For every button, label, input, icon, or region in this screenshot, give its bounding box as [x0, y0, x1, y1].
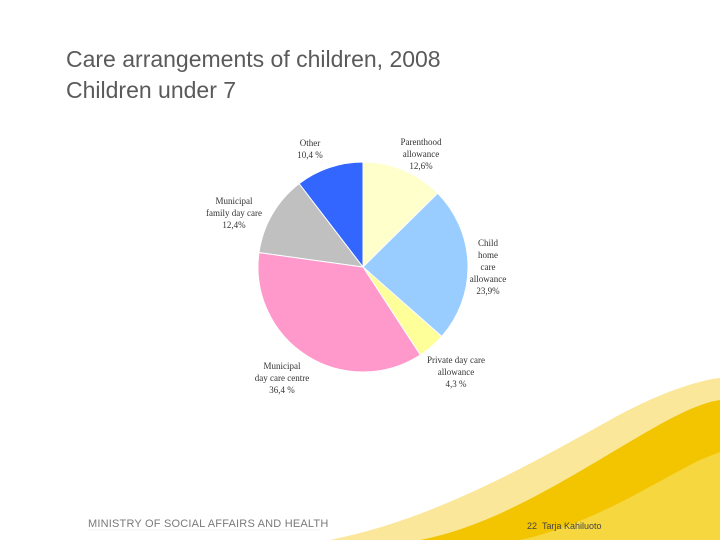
pie-label-line: allowance	[403, 149, 439, 159]
pie-label-municipal-family-day-care: Municipal family day care 12,4%	[206, 196, 262, 230]
pie-label-line: 10,4 %	[297, 150, 323, 160]
pie-label-line: 12,4%	[222, 220, 246, 230]
pie-slice-municipal-family-day-care	[258, 182, 365, 268]
page-number: 22	[527, 521, 538, 531]
pie-label-line: family day care	[206, 208, 262, 218]
title-line-1: Care arrangements of children, 2008	[66, 46, 441, 72]
pie-label-other: Other 10,4 %	[297, 138, 323, 160]
pie-slice-child-home-care-allowance	[362, 192, 469, 338]
pie-label-line: Private day care	[427, 355, 485, 365]
pie-label-line: Municipal	[216, 196, 253, 206]
pie-slices	[257, 161, 469, 373]
pie-slice-other	[298, 161, 364, 269]
pie-label-line: 36,4 %	[269, 385, 295, 395]
pie-label-municipal-day-care-centre: Municipal day care centre 36,4 %	[255, 361, 309, 395]
pie-label-line: allowance	[438, 367, 474, 377]
pie-label-child-home-care-allowance: Child home care allowance 23,9%	[470, 238, 506, 296]
pie-label-line: home	[478, 250, 498, 260]
pie-label-line: allowance	[470, 274, 506, 284]
pie-label-line: 23,9%	[476, 286, 500, 296]
pie-label-line: 12,6%	[409, 161, 433, 171]
footer-wave-decoration	[330, 378, 720, 540]
author-name: Tarja Kahiluoto	[542, 521, 602, 531]
pie-label-private-day-care-allowance: Private day care allowance 4,3 %	[427, 355, 485, 389]
pie-slice-parenthood-allowance	[362, 161, 439, 269]
pie-label-line: care	[481, 262, 496, 272]
pie-label-line: Municipal	[264, 361, 301, 371]
pie-labels: Parenthood allowance 12,6% Child home care all…	[206, 137, 506, 395]
pie-label-line: day care centre	[255, 373, 309, 383]
pie-label-line: Other	[300, 138, 321, 148]
pie-label-line: Child	[478, 238, 499, 248]
pie-label-line: 4,3 %	[446, 379, 468, 389]
pie-slice-municipal-day-care-centre	[257, 251, 422, 373]
slide-title: Care arrangements of children, 2008 Chil…	[66, 44, 666, 106]
ministry-name: MINISTRY OF SOCIAL AFFAIRS AND HEALTH	[88, 518, 329, 530]
title-line-2: Children under 7	[66, 77, 237, 103]
pie-label-parenthood-allowance: Parenthood allowance 12,6%	[401, 137, 442, 171]
pie-label-line: Parenthood	[401, 137, 442, 147]
